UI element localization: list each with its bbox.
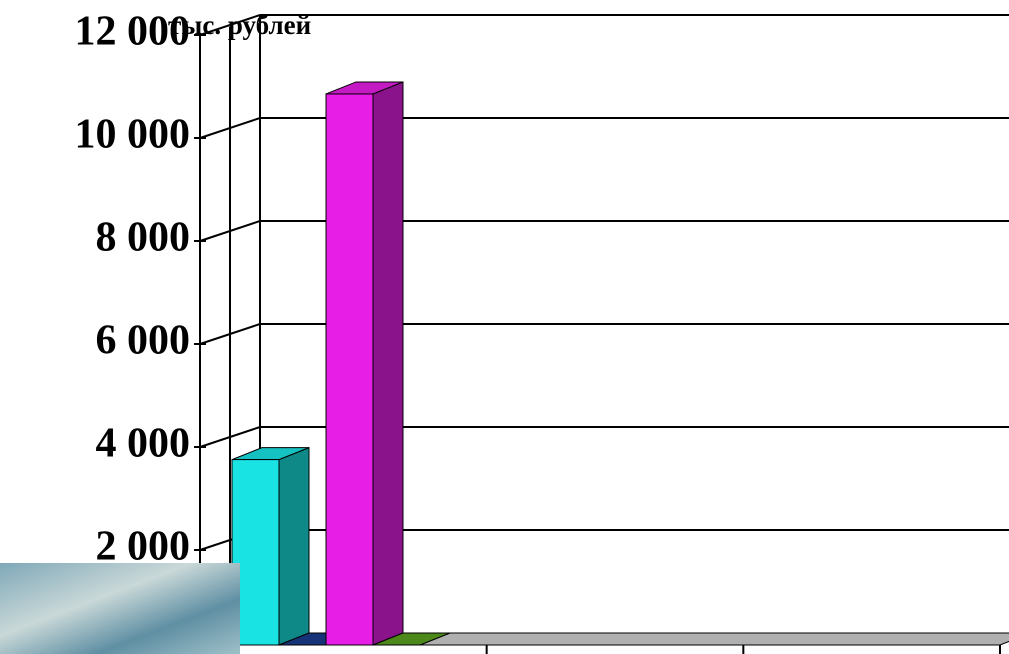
bar-side — [372, 81, 404, 646]
y-tick-label: 8 000 — [96, 215, 191, 261]
grid-line-side — [199, 117, 261, 139]
y-axis-label: тыс. рублей — [168, 10, 311, 40]
bar-top — [372, 632, 451, 646]
y-tick-label: 2 000 — [96, 524, 191, 570]
grid-line-side — [199, 14, 261, 36]
bar — [325, 93, 374, 646]
grid-line-side — [199, 426, 261, 448]
plot-area — [194, 14, 1009, 654]
grid-line-side — [199, 323, 261, 345]
y-tick-label: 6 000 — [96, 318, 191, 364]
y-tick-label: 4 000 — [96, 421, 191, 467]
decor-photo — [0, 563, 240, 654]
y-tick-label: 10 000 — [75, 112, 191, 158]
grid-line-side — [199, 220, 261, 242]
y-tick-label: 12 000 — [75, 9, 191, 55]
bar-side — [278, 446, 310, 646]
